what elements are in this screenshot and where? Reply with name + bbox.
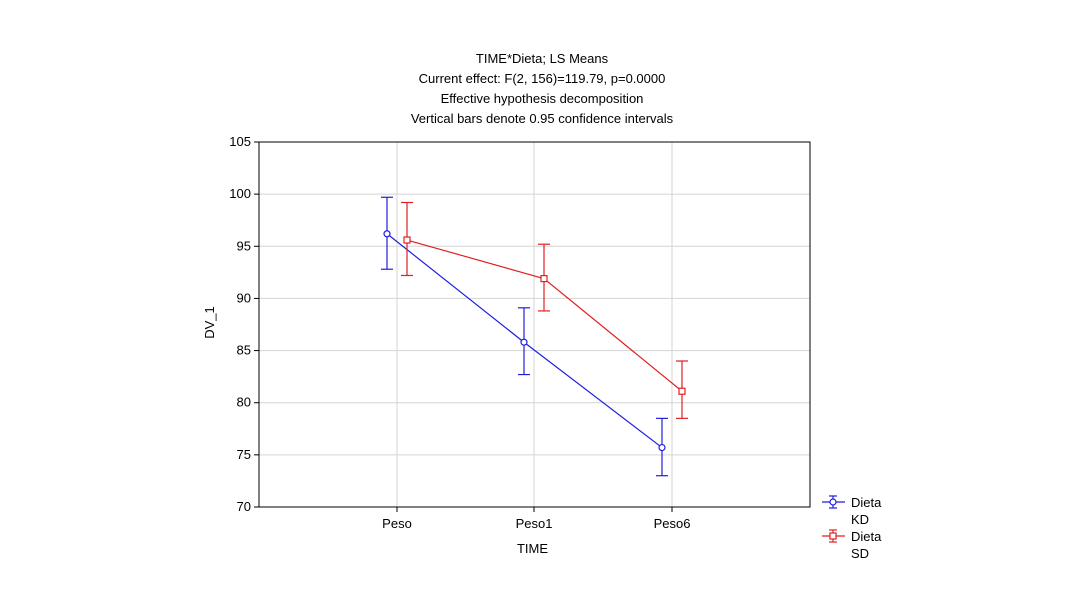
data-point [383, 230, 391, 238]
y-tick-label: 85 [237, 343, 251, 358]
series-1 [381, 196, 668, 477]
legend-label: Dieta [851, 529, 882, 544]
x-tick-label: Peso6 [654, 516, 691, 531]
y-tick-label: 90 [237, 290, 251, 305]
legend-label: SD [851, 546, 869, 561]
title-line-4: Vertical bars denote 0.95 confidence int… [411, 111, 674, 126]
data-point [540, 275, 548, 283]
title-line-2: Current effect: F(2, 156)=119.79, p=0.00… [419, 71, 666, 86]
x-axis-ticks: Peso Peso1 Peso6 [382, 507, 690, 531]
x-axis-label: TIME [517, 541, 548, 556]
y-tick-label: 80 [237, 395, 251, 410]
legend-marker [829, 532, 837, 540]
x-tick-label: Peso [382, 516, 412, 531]
series-2 [401, 201, 688, 419]
title-line-1: TIME*Dieta; LS Means [476, 51, 609, 66]
y-axis-label: DV_1 [202, 306, 217, 339]
legend-label: Dieta [851, 495, 882, 510]
x-tick-label: Peso1 [516, 516, 553, 531]
data-point [403, 236, 411, 244]
legend-item-1: Dieta KD [822, 495, 882, 527]
data-point [658, 443, 666, 452]
chart-title: TIME*Dieta; LS Means Current effect: F(2,… [411, 51, 674, 126]
legend-item-2: Dieta SD [822, 529, 882, 561]
y-tick-label: 70 [237, 499, 251, 514]
legend: Dieta KD Dieta SD [822, 495, 882, 561]
y-axis-ticks: 70 75 80 85 90 95 100 105 [229, 134, 259, 514]
y-tick-label: 95 [237, 238, 251, 253]
legend-marker [829, 498, 837, 506]
y-tick-label: 75 [237, 447, 251, 462]
legend-label: KD [851, 512, 869, 527]
y-tick-label: 100 [229, 186, 251, 201]
y-tick-label: 105 [229, 134, 251, 149]
data-point [678, 387, 686, 395]
data-point [520, 338, 528, 346]
title-line-3: Effective hypothesis decomposition [441, 91, 644, 106]
grid [259, 142, 810, 507]
series-group [381, 196, 688, 477]
